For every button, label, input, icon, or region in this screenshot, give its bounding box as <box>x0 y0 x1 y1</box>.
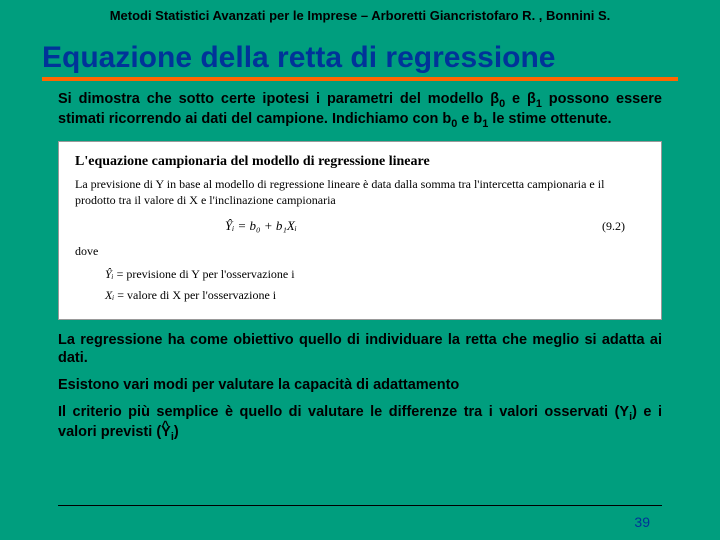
paragraph-3: Esistono vari modi per valutare la capac… <box>58 377 662 394</box>
figure-title: L'equazione campionaria del modello di r… <box>75 154 645 170</box>
figure-def-1: Ŷᵢ = previsione di Y per l'osservazione … <box>75 267 645 282</box>
paragraph-2: La regressione ha come obiettivo quello … <box>58 332 662 367</box>
page-number: 39 <box>634 514 650 530</box>
slide: Metodi Statistici Avanzati per le Impres… <box>0 0 720 540</box>
def1-rhs: = previsione di Y per l'osservazione i <box>114 267 295 281</box>
def1-lhs: Ŷᵢ <box>105 267 114 281</box>
beta1-sym: β <box>527 91 536 107</box>
beta0-sym: β <box>490 91 499 107</box>
p4-yhat: Y <box>161 424 171 440</box>
equation-number: (9.2) <box>602 219 625 234</box>
intro-text-1: Si dimostra che sotto certe ipotesi i pa… <box>58 91 490 107</box>
title-underline <box>42 77 678 81</box>
figure-def-2: Xᵢ = valore di X per l'osservazione i <box>75 288 645 303</box>
slide-title: Equazione della retta di regressione <box>42 41 678 75</box>
intro-mid: e <box>505 91 527 107</box>
figure-dove: dove <box>75 244 645 259</box>
header: Metodi Statistici Avanzati per le Impres… <box>0 0 720 23</box>
intro-text-3: le stime ottenute. <box>488 111 611 127</box>
figure-box: L'equazione campionaria del modello di r… <box>58 141 662 320</box>
intro-and: e b <box>457 111 482 127</box>
figure-desc: La previsione di Y in base al modello di… <box>75 176 645 208</box>
bottom-rule <box>58 505 662 506</box>
intro-paragraph: Si dimostra che sotto certe ipotesi i pa… <box>58 91 662 131</box>
p4-a: Il criterio più semplice è quello di val… <box>58 404 629 420</box>
def2-rhs: = valore di X per l'osservazione i <box>114 288 276 302</box>
p4-c: ) <box>174 424 179 440</box>
title-block: Equazione della retta di regressione <box>0 23 720 87</box>
paragraph-4: Il criterio più semplice è quello di val… <box>58 404 662 444</box>
body: Si dimostra che sotto certe ipotesi i pa… <box>0 87 720 444</box>
equation: Ŷᵢ = b₀ + b₁Xᵢ <box>225 218 297 234</box>
equation-row: Ŷᵢ = b₀ + b₁Xᵢ (9.2) <box>75 218 645 234</box>
def2-lhs: Xᵢ <box>105 288 114 302</box>
header-text: Metodi Statistici Avanzati per le Impres… <box>60 8 660 23</box>
